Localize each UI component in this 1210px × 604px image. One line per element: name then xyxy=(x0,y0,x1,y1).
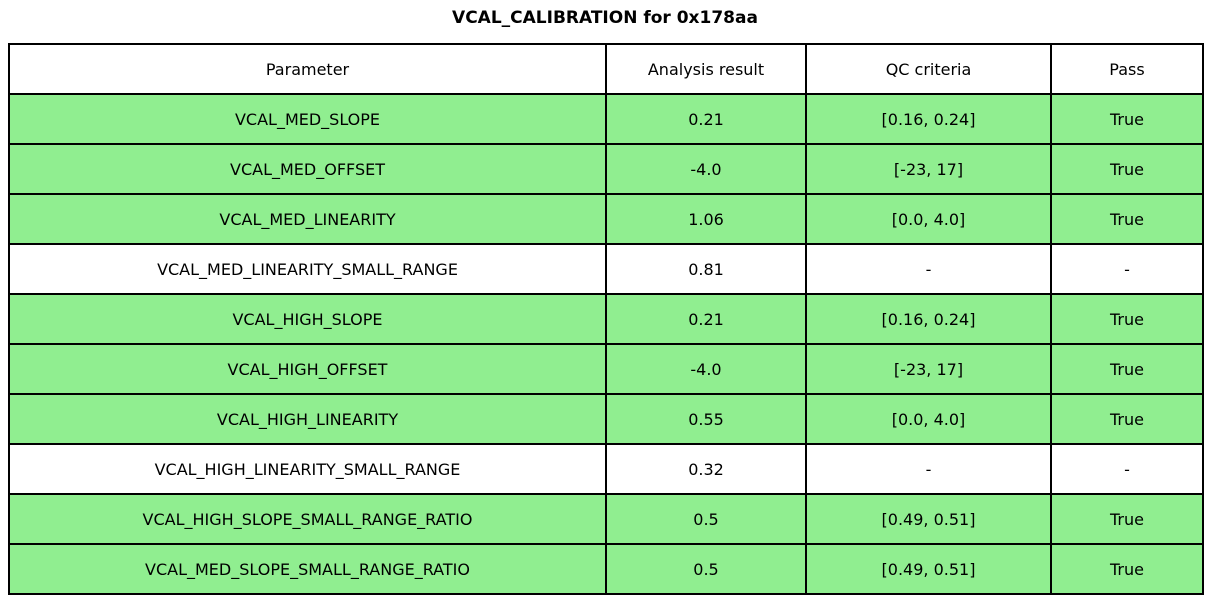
criteria-cell: - xyxy=(805,243,1052,295)
result-cell: -4.0 xyxy=(605,143,807,195)
table-header-row: Parameter Analysis result QC criteria Pa… xyxy=(8,43,1204,95)
table-row: VCAL_HIGH_LINEARITY_SMALL_RANGE 0.32- - xyxy=(8,443,1204,495)
param-cell: VCAL_HIGH_LINEARITY xyxy=(8,393,607,445)
criteria-cell: [0.0, 4.0] xyxy=(805,193,1052,245)
table-row: VCAL_HIGH_OFFSET -4.0 [-23, 17] True xyxy=(8,343,1204,395)
criteria-cell: [-23, 17] xyxy=(805,343,1052,395)
result-cell: 0.5 xyxy=(605,543,807,595)
pass-cell: True xyxy=(1050,393,1204,445)
table-row: VCAL_MED_SLOPE 0.21 [0.16, 0.24] True xyxy=(8,93,1204,145)
table-row: VCAL_MED_SLOPE_SMALL_RANGE_RATIO 0.5 [0.49… xyxy=(8,543,1204,595)
param-cell: VCAL_MED_LINEARITY xyxy=(8,193,607,245)
column-header-pass: Pass xyxy=(1050,43,1204,95)
param-cell: VCAL_HIGH_SLOPE_SMALL_RANGE_RATIO xyxy=(8,493,607,545)
criteria-cell: [0.49, 0.51] xyxy=(805,543,1052,595)
param-cell: VCAL_MED_SLOPE xyxy=(8,93,607,145)
pass-cell: True xyxy=(1050,343,1204,395)
table-body: VCAL_MED_SLOPE 0.21 [0.16, 0.24] True VCAL_M… xyxy=(8,93,1204,595)
criteria-cell: [0.16, 0.24] xyxy=(805,93,1052,145)
criteria-cell: [-23, 17] xyxy=(805,143,1052,195)
param-cell: VCAL_HIGH_OFFSET xyxy=(8,343,607,395)
result-cell: 1.06 xyxy=(605,193,807,245)
param-cell: VCAL_HIGH_SLOPE xyxy=(8,293,607,345)
column-header-analysis-result: Analysis result xyxy=(605,43,807,95)
param-cell: VCAL_MED_OFFSET xyxy=(8,143,607,195)
table-row: VCAL_HIGH_SLOPE 0.21 [0.16, 0.24] True xyxy=(8,293,1204,345)
figure-title: VCAL_CALIBRATION for 0x178aa xyxy=(452,8,758,28)
result-cell: 0.81 xyxy=(605,243,807,295)
pass-cell: True xyxy=(1050,493,1204,545)
criteria-cell: - xyxy=(805,443,1052,495)
param-cell: VCAL_MED_SLOPE_SMALL_RANGE_RATIO xyxy=(8,543,607,595)
pass-cell: True xyxy=(1050,293,1204,345)
pass-cell: - xyxy=(1050,443,1204,495)
pass-cell: - xyxy=(1050,243,1204,295)
criteria-cell: [0.16, 0.24] xyxy=(805,293,1052,345)
table-row: VCAL_MED_OFFSET -4.0 [-23, 17] True xyxy=(8,143,1204,195)
pass-cell: True xyxy=(1050,93,1204,145)
pass-cell: True xyxy=(1050,193,1204,245)
table-row: VCAL_MED_LINEARITY_SMALL_RANGE 0.81- - xyxy=(8,243,1204,295)
result-cell: 0.21 xyxy=(605,293,807,345)
column-header-qc-criteria: QC criteria xyxy=(805,43,1052,95)
column-header-parameter: Parameter xyxy=(8,43,607,95)
result-cell: 0.21 xyxy=(605,93,807,145)
table-row: VCAL_HIGH_SLOPE_SMALL_RANGE_RATIO 0.5 [0.4… xyxy=(8,493,1204,545)
result-cell: 0.5 xyxy=(605,493,807,545)
param-cell: VCAL_HIGH_LINEARITY_SMALL_RANGE xyxy=(8,443,607,495)
table-row: VCAL_HIGH_LINEARITY 0.55 [0.0, 4.0] True xyxy=(8,393,1204,445)
criteria-cell: [0.0, 4.0] xyxy=(805,393,1052,445)
qc-results-table: Parameter Analysis result QC criteria Pa… xyxy=(8,43,1204,595)
result-cell: 0.32 xyxy=(605,443,807,495)
result-cell: 0.55 xyxy=(605,393,807,445)
criteria-cell: [0.49, 0.51] xyxy=(805,493,1052,545)
pass-cell: True xyxy=(1050,543,1204,595)
table-row: VCAL_MED_LINEARITY 1.06 [0.0, 4.0] True xyxy=(8,193,1204,245)
param-cell: VCAL_MED_LINEARITY_SMALL_RANGE xyxy=(8,243,607,295)
result-cell: -4.0 xyxy=(605,343,807,395)
pass-cell: True xyxy=(1050,143,1204,195)
